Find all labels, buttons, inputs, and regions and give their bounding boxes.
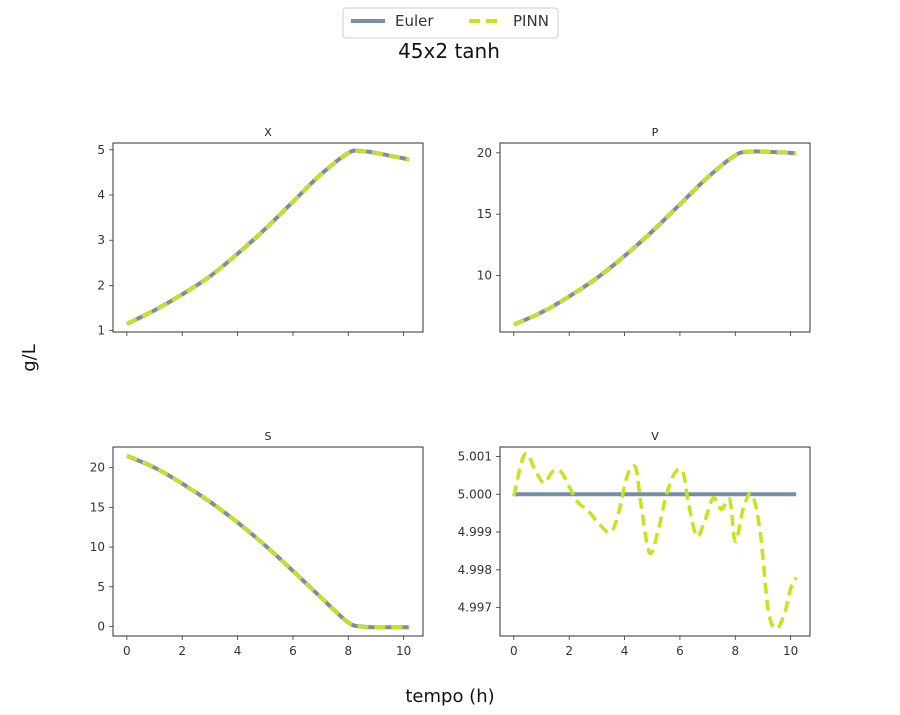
y-tick-label: 0: [97, 619, 105, 633]
series-line-pinn: [512, 451, 798, 631]
x-tick-label: 8: [344, 644, 352, 658]
y-tick-label: 4: [97, 188, 105, 202]
x-tick-label: 0: [510, 644, 518, 658]
x-axis-label: tempo (h): [405, 686, 494, 707]
subplot-s: S 0 2 4 6 8 10 0 5 10 15 20: [90, 430, 424, 658]
legend: Euler PINN: [342, 7, 559, 39]
x-tick-label: 0: [123, 644, 131, 658]
y-tick-label: 4.998: [458, 563, 492, 577]
y-tick-label: 5: [97, 580, 105, 594]
x-tick-label: 8: [731, 644, 739, 658]
x-tick-label: 6: [676, 644, 684, 658]
x-tick-label: 6: [289, 644, 297, 658]
subplot-p: P 10 15 20: [477, 126, 811, 336]
series-line-pinn: [126, 148, 410, 326]
subplot-title-x: X: [264, 126, 272, 139]
subplot-title-v: V: [651, 430, 659, 443]
y-tick-label: 15: [477, 207, 492, 221]
subplot-title-p: P: [652, 126, 659, 139]
series-line-euler: [513, 149, 797, 327]
axes-frame: [499, 142, 811, 333]
axes-frame: [112, 142, 424, 333]
x-tick-label: 4: [621, 644, 629, 658]
y-axis-label: g/L: [19, 344, 40, 372]
y-tick-label: 4.997: [458, 601, 492, 615]
y-tick-label: 5.001: [458, 449, 492, 463]
subplot-x: X 1 2 3 4 5: [97, 126, 424, 338]
y-tick-label: 5.000: [458, 487, 492, 501]
x-tick-label: 10: [783, 644, 798, 658]
axes-frame: [112, 446, 424, 637]
series-line-pinn: [126, 454, 410, 630]
y-tick-label: 20: [477, 146, 492, 160]
subplot-title-s: S: [265, 430, 272, 443]
y-tick-label: 4.999: [458, 525, 492, 539]
y-tick-label: 5: [97, 143, 105, 157]
x-tick-label: 2: [178, 644, 186, 658]
series-line-euler: [126, 453, 410, 630]
x-tick-label: 10: [396, 644, 411, 658]
x-tick-label: 4: [234, 644, 242, 658]
y-tick-label: 15: [90, 500, 105, 514]
series-line-pinn: [513, 149, 797, 327]
y-tick-label: 3: [97, 233, 105, 247]
y-tick-label: 10: [90, 540, 105, 554]
series-group: [512, 451, 798, 631]
legend-label-pinn: PINN: [513, 12, 549, 30]
series-group: [513, 149, 797, 327]
series-group: [125, 148, 410, 326]
y-tick-label: 20: [90, 461, 105, 475]
subplot-v: V 0 2 4 6 8 10 4.997 4.998 4.999 5.000 5.001: [458, 430, 811, 658]
y-tick-label: 10: [477, 269, 492, 283]
figure-title: 45x2 tanh: [398, 39, 500, 63]
y-tick-label: 1: [97, 324, 105, 338]
legend-frame: [342, 7, 559, 39]
legend-label-euler: Euler: [395, 12, 434, 30]
axes-frame: [499, 446, 811, 637]
x-tick-label: 2: [565, 644, 573, 658]
y-tick-label: 2: [97, 278, 105, 292]
series-group: [126, 453, 410, 630]
series-line-euler: [125, 148, 410, 326]
